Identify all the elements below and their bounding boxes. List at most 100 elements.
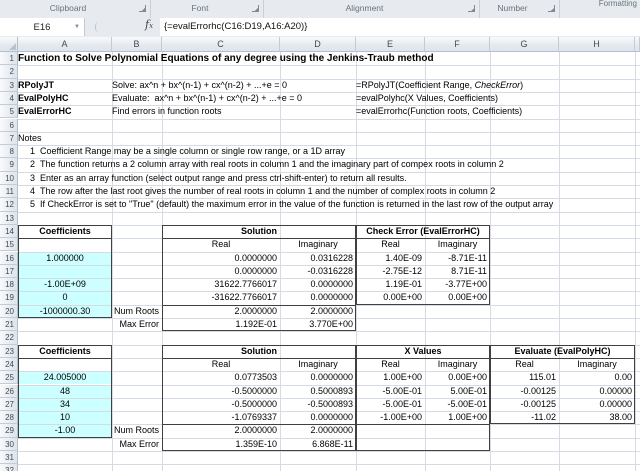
cell-C26[interactable]: -0.5000000 — [231, 385, 277, 396]
cell-E18[interactable]: 1.19E-01 — [385, 279, 422, 290]
cell-C21[interactable]: 1.192E-01 — [235, 319, 277, 329]
row-header-22[interactable]: 22 — [0, 331, 18, 345]
cell-F16[interactable]: -8.71E-11 — [448, 252, 487, 263]
cell-D19[interactable]: 0.0000000 — [310, 292, 353, 303]
cell-B5[interactable]: Find errors in function roots — [112, 106, 222, 117]
row-header-17[interactable]: 17 — [0, 264, 18, 279]
col-header-F[interactable]: F — [425, 37, 490, 52]
col-header-H[interactable]: H — [559, 37, 635, 52]
row-header-31[interactable]: 31 — [0, 451, 18, 465]
cell-D26[interactable]: 0.5000893 — [310, 385, 353, 396]
row-header-5[interactable]: 5 — [0, 105, 18, 119]
cell-D29[interactable]: 2.0000000 — [310, 425, 353, 436]
cell-G28[interactable]: -11.02 — [531, 412, 556, 423]
cell-F25[interactable]: 0.00E+00 — [448, 372, 487, 383]
name-box[interactable]: E16 ▼ — [0, 18, 85, 36]
row-header-20[interactable]: 20 — [0, 304, 18, 318]
cell-D30[interactable]: 6.868E-11 — [312, 438, 353, 449]
cell-A28[interactable]: 10 — [59, 412, 70, 423]
cell-E27[interactable]: -5.00E-01 — [382, 398, 422, 409]
cell-A20[interactable]: -1000000.30 — [39, 305, 91, 316]
formula-input[interactable]: {=evalErrorhc(C16:D19,A16:A20)} — [160, 18, 640, 36]
cell-A9[interactable]: 2 The function returns a 2 column array w… — [18, 158, 504, 171]
cell-A23[interactable]: Coefficients — [39, 345, 91, 356]
cell-C25[interactable]: 0.0773503 — [234, 372, 277, 383]
col-header-E[interactable]: E — [356, 37, 425, 52]
cell-F19[interactable]: 0.00E+00 — [448, 292, 487, 303]
row-header-4[interactable]: 4 — [0, 91, 18, 106]
cell-A12[interactable]: 5 If CheckError is set to "True" (default… — [18, 198, 553, 211]
cell-H25[interactable]: 0.00 — [614, 372, 632, 383]
cell-E15[interactable]: Real — [381, 239, 400, 250]
cell-A18[interactable]: -1.00E+09 — [44, 279, 86, 290]
row-header-15[interactable]: 15 — [0, 238, 18, 252]
cell-A26[interactable]: 48 — [59, 385, 70, 396]
cell-A16[interactable]: 1.000000 — [46, 252, 84, 263]
cell-G23[interactable]: Evaluate (EvalPolyHC) — [514, 345, 611, 356]
row-header-2[interactable]: 2 — [0, 65, 18, 79]
row-header-30[interactable]: 30 — [0, 437, 18, 451]
col-header-G[interactable]: G — [490, 37, 559, 52]
cell-A11[interactable]: 4 The row after the last root gives the n… — [18, 185, 495, 198]
cell-A4[interactable]: EvalPolyHC — [18, 92, 69, 103]
cell-A27[interactable]: 34 — [59, 398, 70, 409]
cell-E26[interactable]: -5.00E-01 — [382, 385, 422, 396]
cell-D24[interactable]: Imaginary — [298, 358, 338, 369]
cell-C19[interactable]: -31622.7766017 — [211, 292, 277, 303]
cell-B20[interactable]: Num Roots — [113, 305, 159, 316]
cell-F26[interactable]: 5.00E-01 — [450, 385, 487, 396]
dialog-launcher-icon[interactable] — [252, 5, 259, 12]
cell-C23[interactable]: Solution — [241, 345, 277, 356]
row-header-19[interactable]: 19 — [0, 291, 18, 305]
cell-D18[interactable]: 0.0000000 — [310, 279, 353, 290]
row-header-18[interactable]: 18 — [0, 278, 18, 292]
cell-C28[interactable]: -1.0769337 — [231, 412, 277, 423]
row-header-11[interactable]: 11 — [0, 185, 18, 199]
cell-E14[interactable]: Check Error (EvalErrorHC) — [366, 225, 480, 236]
cell-E3[interactable]: =RPolyJT(Coefficient Range, CheckError) — [356, 79, 523, 92]
cell-C29[interactable]: 2.0000000 — [234, 425, 277, 436]
cell-A19[interactable]: 0 — [62, 292, 68, 303]
dialog-launcher-icon[interactable] — [468, 5, 475, 12]
cell-E24[interactable]: Real — [381, 358, 400, 369]
cell-D17[interactable]: -0.0316228 — [307, 265, 353, 276]
cell-A8[interactable]: 1 Coefficient Range may be a single colum… — [18, 145, 345, 158]
cell-D27[interactable]: -0.5000893 — [307, 398, 353, 409]
cell-D20[interactable]: 2.0000000 — [310, 305, 353, 316]
cell-F24[interactable]: Imaginary — [437, 358, 478, 369]
cell-C14[interactable]: Solution — [241, 225, 277, 236]
row-header-29[interactable]: 29 — [0, 424, 18, 438]
cell-A29[interactable]: -1.00 — [54, 425, 76, 436]
cell-A5[interactable]: EvalErrorHC — [18, 106, 72, 117]
row-header-24[interactable]: 24 — [0, 357, 18, 372]
dialog-launcher-icon[interactable] — [548, 5, 555, 12]
row-header-7[interactable]: 7 — [0, 131, 18, 146]
cell-C16[interactable]: 0.0000000 — [234, 252, 277, 263]
row-header-23[interactable]: 23 — [0, 344, 18, 358]
row-header-21[interactable]: 21 — [0, 318, 18, 332]
cell-G24[interactable]: Real — [515, 358, 534, 369]
cell-B30[interactable]: Max Error — [119, 438, 159, 449]
cell-G25[interactable]: 115.01 — [529, 372, 556, 383]
row-header-8[interactable]: 8 — [0, 145, 18, 159]
cell-E5[interactable]: =evalErrorhc(Function roots, Coefficient… — [356, 106, 523, 117]
cell-C20[interactable]: 2.0000000 — [234, 305, 277, 316]
dialog-launcher-icon[interactable] — [139, 5, 146, 12]
row-header-1[interactable]: 1 — [0, 52, 18, 66]
cell-G26[interactable]: -0.00125 — [520, 385, 556, 396]
cell-F18[interactable]: -3.77E+00 — [445, 279, 487, 290]
select-all-corner[interactable] — [0, 37, 18, 52]
cell-A7[interactable]: Notes — [18, 132, 42, 143]
cell-B4[interactable]: Evaluate: ax^n + bx^(n-1) + cx^(n-2) + .… — [112, 92, 303, 103]
row-header-14[interactable]: 14 — [0, 224, 18, 239]
chevron-down-icon[interactable]: ▼ — [74, 24, 80, 30]
row-header-28[interactable]: 28 — [0, 411, 18, 425]
col-header-partial[interactable] — [635, 37, 640, 52]
cell-D28[interactable]: 0.0000000 — [310, 412, 353, 423]
cell-A1[interactable]: Function to Solve Polynomial Equations o… — [18, 53, 434, 64]
row-header-27[interactable]: 27 — [0, 397, 18, 412]
cell-D15[interactable]: Imaginary — [298, 239, 338, 250]
cell-H28[interactable]: 38.00 — [609, 412, 632, 423]
cell-F28[interactable]: 1.00E+00 — [448, 412, 487, 423]
